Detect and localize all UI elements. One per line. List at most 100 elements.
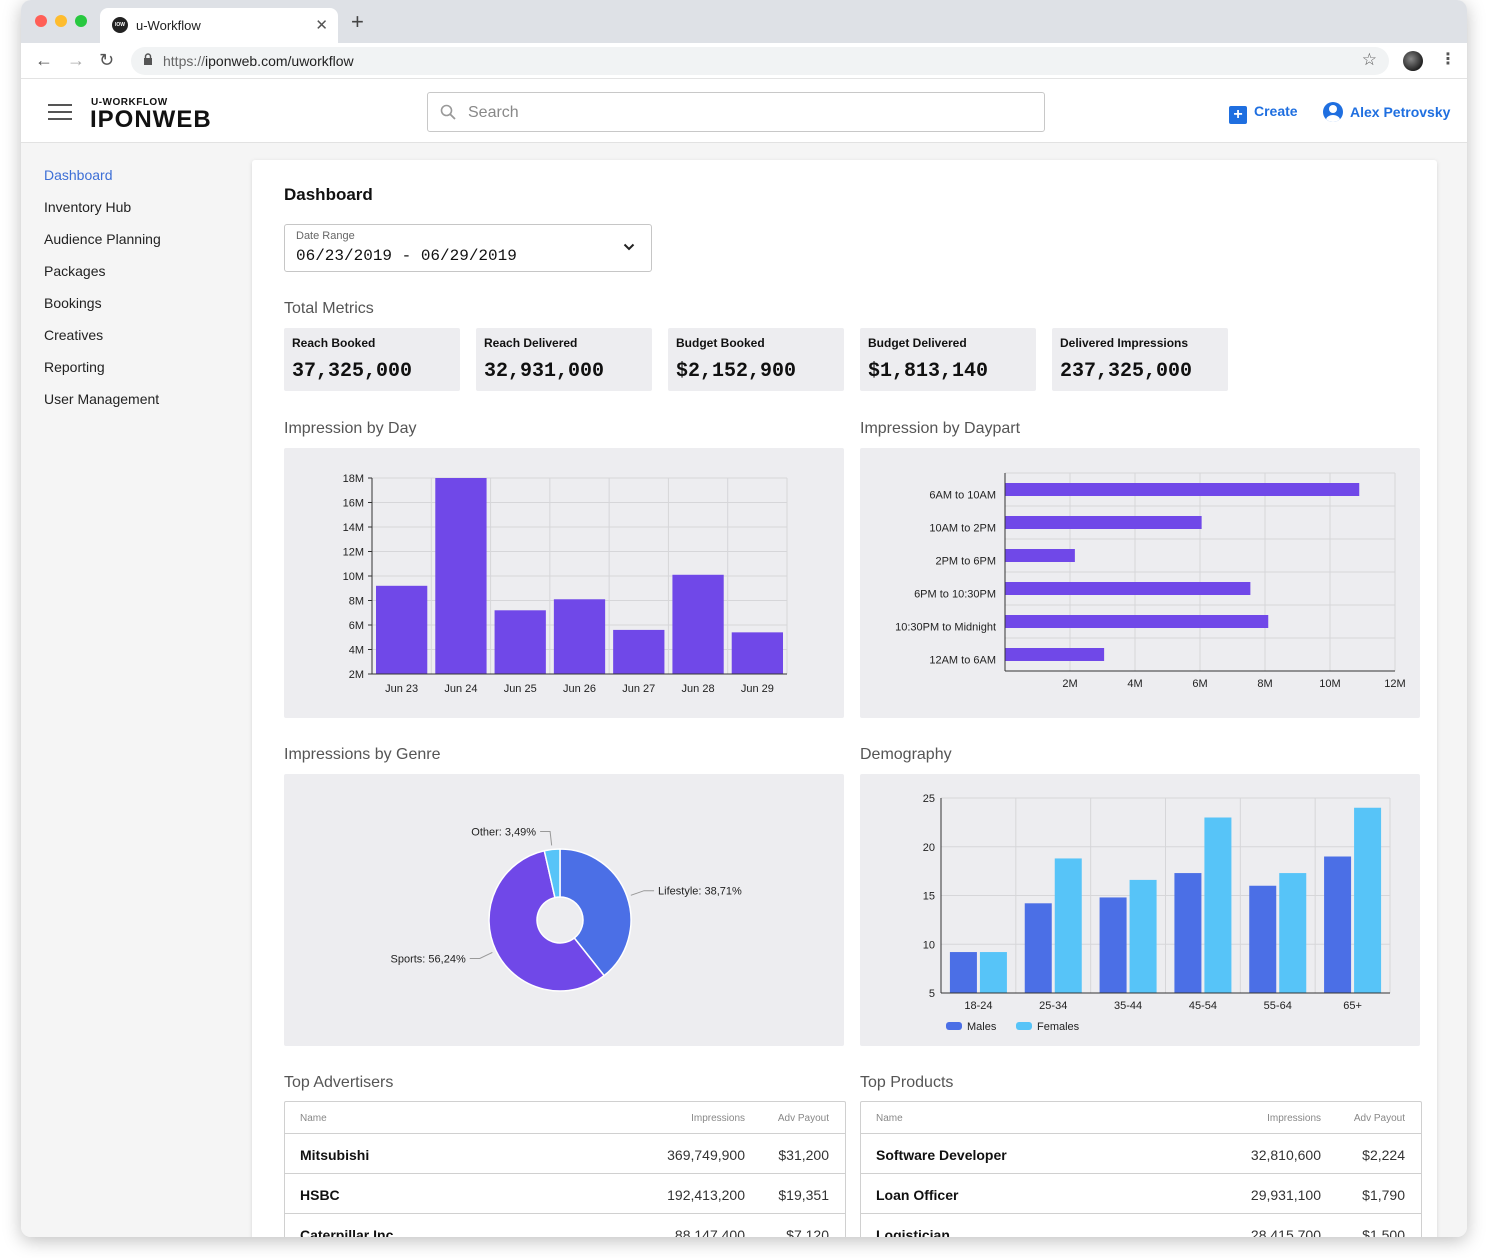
date-range-label: Date Range — [296, 230, 355, 242]
top-products-title: Top Products — [860, 1074, 954, 1091]
x-tick-label: Jun 24 — [444, 683, 477, 695]
create-button[interactable]: + Create — [1229, 103, 1298, 124]
reload-icon[interactable]: ↻ — [99, 50, 115, 70]
date-range-select[interactable]: Date Range 06/23/2019 - 06/29/2019 — [284, 224, 652, 272]
sidebar-item-user-management[interactable]: User Management — [44, 391, 160, 407]
bar — [1054, 858, 1082, 993]
tab-strip: IOW u-Workflow ✕ + — [21, 0, 1467, 43]
legend-label: Females — [1037, 1021, 1080, 1033]
y-tick-label: 6M — [349, 620, 364, 632]
metric-card: Reach Delivered 32,931,000 — [476, 328, 652, 391]
bar — [1324, 856, 1352, 993]
url-field[interactable]: https://iponweb.com/uworkflow ☆ — [131, 47, 1389, 75]
forward-icon[interactable]: → — [67, 50, 85, 70]
pie-label: Lifestyle: 38,71% — [658, 886, 742, 898]
cell-name: Software Developer — [876, 1147, 1007, 1163]
sidebar-item-packages[interactable]: Packages — [44, 263, 106, 279]
metric-value: $1,813,140 — [868, 360, 989, 383]
bar — [1024, 903, 1052, 993]
top-advertisers-title: Top Advertisers — [284, 1074, 394, 1091]
x-tick-label: Jun 27 — [622, 683, 655, 695]
impression-by-day-svg: 2M 4M 6M 8M 10M 12M 14M 16M 18M Jun 23 Jun 24 Jun 2… — [343, 473, 788, 695]
y-tick-label: 20 — [923, 842, 935, 854]
table-row[interactable]: Software Developer 32,810,600 $2,224 — [861, 1134, 1421, 1174]
sidebar-item-audience-planning[interactable]: Audience Planning — [44, 231, 161, 247]
x-tick-label: Jun 26 — [563, 683, 596, 695]
sidebar-item-creatives[interactable]: Creatives — [44, 327, 104, 343]
column-header-adv-payout[interactable]: Adv Payout — [777, 1113, 829, 1124]
x-tick-label: 12M — [1384, 678, 1405, 690]
lock-icon — [144, 53, 152, 65]
hamburger-menu-icon[interactable] — [48, 104, 72, 120]
impression-by-day-title: Impression by Day — [284, 420, 417, 437]
x-tick-label: Jun 28 — [682, 683, 715, 695]
logo[interactable]: IPONWEB — [90, 106, 212, 133]
bar — [1354, 807, 1382, 993]
y-tick-label: 25 — [923, 793, 935, 805]
impression-by-daypart-svg: 2M 4M 6M 8M 10M 12M 6AM to 10AM 10AM to 2PM 2PM … — [895, 472, 1406, 690]
tab-title: u-Workflow — [136, 18, 201, 33]
search-icon — [440, 104, 456, 120]
search-input[interactable] — [468, 102, 1028, 124]
pie-slice — [543, 848, 561, 899]
y-tick-label: 18M — [343, 473, 364, 485]
x-tick-label: 35-44 — [1114, 1000, 1142, 1012]
column-header-name[interactable]: Name — [300, 1113, 327, 1124]
table-row[interactable]: Logistician 28,415,700 $1,500 — [861, 1214, 1421, 1237]
back-icon[interactable]: ← — [35, 50, 53, 70]
y-tick-label: 8M — [349, 596, 364, 608]
metric-value: $2,152,900 — [676, 360, 797, 383]
browser-tab[interactable]: IOW u-Workflow ✕ — [100, 8, 338, 43]
legend-swatch — [946, 1022, 962, 1030]
zoom-window-button[interactable] — [75, 15, 87, 27]
column-header-name[interactable]: Name — [876, 1113, 903, 1124]
pie-label-line — [540, 831, 553, 846]
dashboard-card: Dashboard Date Range 06/23/2019 - 06/29/… — [252, 160, 1437, 1237]
column-header-adv-payout[interactable]: Adv Payout — [1353, 1113, 1405, 1124]
y-tick-label: 10M — [343, 571, 364, 583]
user-menu[interactable]: Alex Petrovsky — [1323, 102, 1450, 122]
table-header: Name Impressions Adv Payout — [861, 1102, 1421, 1134]
column-header-impressions[interactable]: Impressions — [1267, 1113, 1321, 1124]
main-content: Dashboard Date Range 06/23/2019 - 06/29/… — [252, 143, 1467, 1237]
bar — [949, 952, 977, 993]
y-tick-label: 10AM to 2PM — [929, 523, 996, 535]
bookmark-star-icon[interactable]: ☆ — [1361, 50, 1377, 69]
x-tick-label: 65+ — [1343, 1000, 1362, 1012]
metric-label: Budget Delivered — [868, 336, 967, 350]
close-tab-icon[interactable]: ✕ — [315, 17, 328, 34]
legend-label: Males — [967, 1021, 997, 1033]
demography-chart: 5 10 15 20 25 18-24 25-34 35-44 45-54 55-64 65+ Mal… — [860, 774, 1420, 1046]
metric-label: Reach Delivered — [484, 336, 578, 350]
x-tick-label: 8M — [1257, 678, 1272, 690]
sidebar-item-bookings[interactable]: Bookings — [44, 295, 102, 311]
plus-icon: + — [1229, 106, 1247, 124]
browser-window: IOW u-Workflow ✕ + ← → ↻ https://iponweb… — [21, 0, 1467, 1237]
search-box — [427, 92, 1045, 132]
cell-adv-payout: $31,200 — [778, 1147, 829, 1163]
table-row[interactable]: Mitsubishi 369,749,900 $31,200 — [285, 1134, 845, 1174]
browser-menu-icon[interactable]: ⋮ — [1440, 51, 1456, 68]
y-tick-label: 12AM to 6AM — [929, 655, 996, 667]
minimize-window-button[interactable] — [55, 15, 67, 27]
cell-impressions: 32,810,600 — [1250, 1147, 1321, 1163]
page-title: Dashboard — [284, 185, 373, 204]
column-header-impressions[interactable]: Impressions — [691, 1113, 745, 1124]
bar — [1005, 483, 1360, 496]
table-row[interactable]: Caterpillar Inc 88,147,400 $7,120 — [285, 1214, 845, 1237]
bar — [1005, 582, 1251, 595]
close-window-button[interactable] — [35, 15, 47, 27]
sidebar-item-reporting[interactable]: Reporting — [44, 359, 105, 375]
sidebar-item-dashboard[interactable]: Dashboard — [44, 167, 113, 183]
profile-avatar[interactable] — [1403, 51, 1423, 71]
table-row[interactable]: Loan Officer 29,931,100 $1,790 — [861, 1174, 1421, 1214]
table-row[interactable]: HSBC 192,413,200 $19,351 — [285, 1174, 845, 1214]
sidebar-item-inventory-hub[interactable]: Inventory Hub — [44, 199, 132, 215]
metric-card: Budget Delivered $1,813,140 — [860, 328, 1036, 391]
pie-slice — [559, 848, 632, 977]
new-tab-icon[interactable]: + — [351, 9, 364, 34]
impression-by-daypart-chart: 2M 4M 6M 8M 10M 12M 6AM to 10AM 10AM to 2PM 2PM … — [860, 448, 1420, 718]
bar — [1005, 648, 1105, 661]
bar — [1005, 549, 1075, 562]
url-text: https://iponweb.com/uworkflow — [163, 53, 354, 69]
